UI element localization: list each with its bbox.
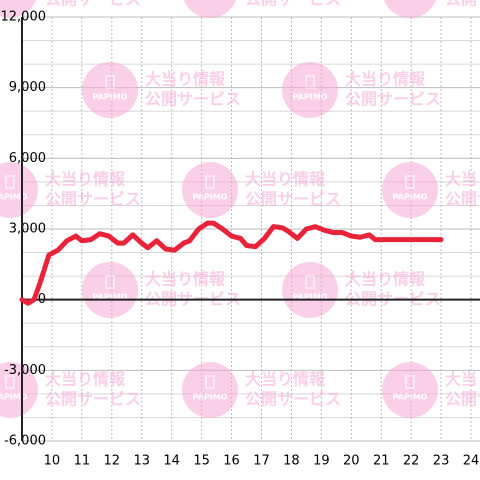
watermark-logo-text: PAPIMO <box>393 0 428 2</box>
watermark-logo-text: PAPIMO <box>193 393 228 402</box>
watermark-logo-text: PAPIMO <box>193 0 228 2</box>
y-tick-label: -3,000 <box>4 363 46 378</box>
watermark-logo <box>382 362 438 418</box>
data-line <box>19 220 444 306</box>
watermark: PAPIMO大当り情報公開サービスPAPIMO大当り情報公開サービスPAPIMO… <box>0 0 480 418</box>
x-tick-label: 11 <box>74 454 91 469</box>
watermark-logo-text: PAPIMO <box>0 193 28 202</box>
watermark-logo <box>182 162 238 218</box>
watermark-icon <box>5 375 15 389</box>
y-tick-label: -6,000 <box>4 434 46 449</box>
watermark-text: 公開サービス <box>45 0 141 9</box>
watermark-text: 公開サービス <box>45 390 141 409</box>
y-tick-label: 3,000 <box>9 222 46 237</box>
watermark-text: 大当り情報 <box>445 170 480 189</box>
watermark-logo <box>383 0 437 18</box>
watermark-logo-text: PAPIMO <box>293 93 328 102</box>
x-tick-label: 20 <box>343 454 360 469</box>
watermark-logo-text: PAPIMO <box>393 193 428 202</box>
watermark-logo-text: PAPIMO <box>93 93 128 102</box>
watermark-icon <box>305 275 315 289</box>
watermark-logo-text: PAPIMO <box>93 293 128 302</box>
watermark-icon <box>205 175 215 189</box>
watermark-text: 公開サービス <box>245 0 341 9</box>
watermark-text: 大当り情報 <box>245 170 326 189</box>
watermark-icon <box>105 75 115 89</box>
x-tick-label: 19 <box>313 454 330 469</box>
watermark-text: 公開サービス <box>245 390 341 409</box>
x-tick-label: 23 <box>433 454 450 469</box>
watermark-logo-text: PAPIMO <box>293 293 328 302</box>
watermark-text: 公開サービス <box>445 0 480 9</box>
watermark-icon <box>405 175 415 189</box>
watermark-icon <box>5 175 15 189</box>
watermark-icon <box>105 275 115 289</box>
x-tick-label: 13 <box>133 454 150 469</box>
y-tick-label: 9,000 <box>9 80 46 95</box>
watermark-icon <box>305 75 315 89</box>
watermark-text: 大当り情報 <box>145 270 226 289</box>
watermark-text: 大当り情報 <box>345 70 426 89</box>
watermark-logo <box>0 0 37 18</box>
x-tick-label: 15 <box>193 454 210 469</box>
watermark-logo-text: PAPIMO <box>0 393 28 402</box>
x-tick-label: 18 <box>283 454 300 469</box>
x-tick-label: 24 <box>463 454 480 469</box>
watermark-logo <box>282 262 338 318</box>
x-tick-label: 12 <box>104 454 121 469</box>
watermark-logo-text: PAPIMO <box>393 393 428 402</box>
watermark-logo <box>82 62 138 118</box>
watermark-icon <box>405 375 415 389</box>
watermark-logo <box>0 162 38 218</box>
watermark-logo <box>382 162 438 218</box>
x-tick-label: 21 <box>373 454 390 469</box>
watermark-text: 大当り情報 <box>445 370 480 389</box>
watermark-text: 大当り情報 <box>245 370 326 389</box>
watermark-logo <box>183 0 237 18</box>
watermark-text: 公開サービス <box>245 190 341 209</box>
watermark-logo <box>182 362 238 418</box>
watermark-logo <box>82 262 138 318</box>
x-tick-label: 22 <box>403 454 420 469</box>
watermark-text: 公開サービス <box>345 90 441 109</box>
watermark-text: 大当り情報 <box>45 370 126 389</box>
watermark-text: 公開サービス <box>145 90 241 109</box>
watermark-logo-text: PAPIMO <box>193 193 228 202</box>
watermark-logo-text: PAPIMO <box>0 0 28 2</box>
watermark-icon <box>205 375 215 389</box>
watermark-text: 大当り情報 <box>145 70 226 89</box>
watermark-text: 大当り情報 <box>45 170 126 189</box>
watermark-text: 公開サービス <box>45 190 141 209</box>
watermark-text: 大当り情報 <box>345 270 426 289</box>
x-tick-label: 10 <box>44 454 61 469</box>
x-tick-label: 14 <box>163 454 180 469</box>
watermark-text: 公開サービス <box>445 190 480 209</box>
x-tick-label: 16 <box>223 454 240 469</box>
watermark-logo <box>282 62 338 118</box>
y-tick-label: 12,000 <box>1 10 47 25</box>
watermark-text: 公開サービス <box>445 390 480 409</box>
x-tick-label: 17 <box>253 454 270 469</box>
y-tick-label: 6,000 <box>9 151 46 166</box>
